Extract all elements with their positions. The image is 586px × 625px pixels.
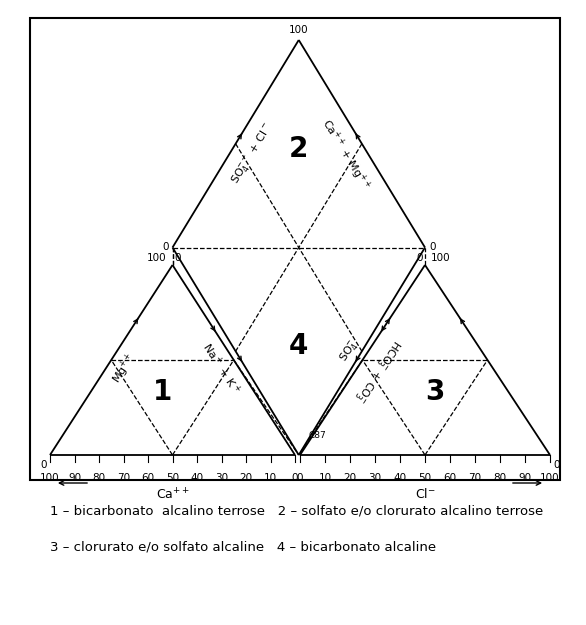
Text: 60: 60 [444,473,456,483]
Text: 20: 20 [343,473,356,483]
Text: C87: C87 [309,431,326,440]
Text: Na$^+$ + K$^+$: Na$^+$ + K$^+$ [199,339,243,397]
Text: 2: 2 [289,135,308,162]
Text: 10: 10 [264,473,277,483]
Text: 1: 1 [153,378,172,406]
Text: Cl$^{-}$: Cl$^{-}$ [415,487,435,501]
Text: 4: 4 [289,332,308,360]
Text: Mg$^{++}$: Mg$^{++}$ [108,351,141,387]
Text: 0: 0 [40,460,47,470]
Text: 80: 80 [93,473,105,483]
Text: 0: 0 [417,253,423,263]
Text: 60: 60 [141,473,155,483]
Text: 30: 30 [369,473,381,483]
Text: 1 – bicarbonato  alcalino terrose   2 – solfato e/o clorurato alcalino terrose: 1 – bicarbonato alcalino terrose 2 – sol… [50,505,543,518]
Text: 40: 40 [190,473,203,483]
Text: 10: 10 [318,473,332,483]
Text: 100: 100 [147,253,166,263]
Text: 20: 20 [240,473,253,483]
Text: 3: 3 [425,378,445,406]
Text: 90: 90 [519,473,532,483]
Text: 0: 0 [175,253,181,263]
Text: Ca$^{++}$: Ca$^{++}$ [155,487,189,502]
Text: 70: 70 [117,473,130,483]
Text: 0: 0 [429,242,435,252]
Text: SO$_4^{--}$ + Cl$^-$: SO$_4^{--}$ + Cl$^-$ [229,121,277,188]
Text: 50: 50 [418,473,431,483]
Text: 0: 0 [162,242,169,252]
Text: 3 – clorurato e/o solfato alcaline   4 – bicarbonato alcaline: 3 – clorurato e/o solfato alcaline 4 – b… [50,540,436,553]
Text: 70: 70 [468,473,482,483]
Text: Ca$^{++}$ + Mg$^{++}$: Ca$^{++}$ + Mg$^{++}$ [316,116,373,192]
Text: 80: 80 [493,473,506,483]
Text: 100: 100 [289,25,309,35]
Text: 0: 0 [292,473,298,483]
Text: SO$_4^{-}$: SO$_4^{-}$ [336,338,362,365]
Text: 0: 0 [297,473,303,483]
Text: 100: 100 [540,473,560,483]
Text: HCO$_3^{-}$ + CO$_3^{-}$: HCO$_3^{-}$ + CO$_3^{-}$ [352,336,404,404]
Text: 40: 40 [393,473,407,483]
Bar [30,18,560,480]
Text: 100: 100 [431,253,451,263]
Text: 50: 50 [166,473,179,483]
Text: 90: 90 [68,473,81,483]
Text: 30: 30 [215,473,228,483]
Text: 0: 0 [553,460,560,470]
Text: 100: 100 [40,473,60,483]
